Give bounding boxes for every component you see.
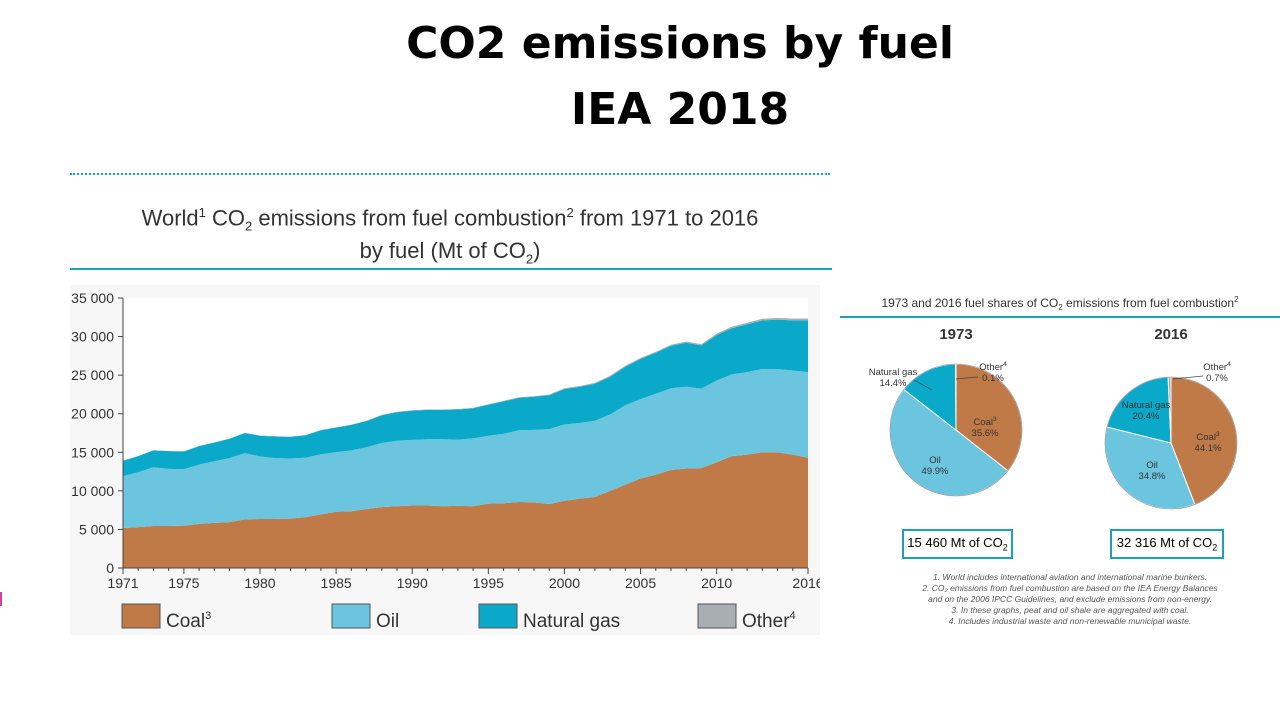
y-tick-label: 35 000 (71, 290, 114, 306)
pie-value-2016-coal: 44.1% (1195, 443, 1222, 454)
x-tick-label: 2016 (792, 575, 820, 591)
pie-label-1973-oil: Oil (929, 455, 941, 466)
x-tick-label: 1980 (244, 575, 275, 591)
chart-title-text-c: emissions from fuel combustion (252, 205, 567, 231)
footnotes: 1. World includes international aviation… (880, 572, 1260, 627)
chart-title-line2-close: ) (533, 238, 541, 263)
chart-title-footnote-1: 1 (198, 205, 206, 220)
y-tick-label: 30 000 (71, 329, 114, 345)
legend-swatch-other (697, 603, 737, 629)
y-tick-label: 15 000 (71, 444, 114, 460)
pie-value-1973-other: 0.1% (982, 373, 1004, 384)
pie-panel-title: 1973 and 2016 fuel shares of CO2 emissio… (881, 295, 1239, 312)
y-tick-label: 25 000 (71, 367, 114, 383)
chart-title-text-d: from 1971 to 2016 (573, 205, 759, 231)
pie-label-2016-other: Other4 (1203, 361, 1231, 373)
chart-title-text-b: CO (205, 205, 246, 231)
y-tick-label: 5 000 (79, 521, 114, 537)
stacked-area-chart: 0 5 000 10 000 15 000 20 000 25 000 30 000 35 0… (70, 285, 820, 635)
x-tick-label: 2000 (549, 575, 580, 591)
pie-label-1973-other: Other4 (979, 361, 1007, 373)
pie-label-2016-oil: Oil (1146, 460, 1158, 471)
pie-value-2016-other: 0.7% (1206, 373, 1228, 384)
chart-title-line2-text: by fuel (Mt of CO (359, 238, 526, 263)
legend-label-coal: Coal3 (166, 610, 211, 632)
total-1973-text: 15 460 Mt of CO (907, 535, 1003, 550)
pie-label-2016-coal: Coal3 (1196, 431, 1220, 443)
slide-title: CO2 emissions by fuel (406, 18, 954, 69)
leader-line-1973-other (955, 376, 979, 380)
y-tick-label: 0 (106, 560, 114, 576)
total-2016-box: 32 316 Mt of CO2 (1110, 529, 1224, 559)
total-1973-box: 15 460 Mt of CO2 (902, 529, 1013, 559)
pie-charts-panel: 1973 and 2016 fuel shares of CO2 emissio… (869, 295, 1239, 510)
area-series-natural-gas (123, 319, 808, 477)
chart-title-line2-subscript: 2 (525, 251, 534, 267)
x-tick-label: 1990 (397, 575, 428, 591)
footnote-1: 1. World includes international aviation… (932, 572, 1208, 582)
legend-label-natural-gas: Natural gas (523, 611, 620, 632)
chart-title-text-a: World (141, 205, 199, 231)
chart-title-footnote-2: 2 (566, 205, 574, 220)
x-tick-label: 1975 (168, 575, 199, 591)
legend-swatch-natural-gas (478, 603, 518, 629)
pie-value-1973-natural-gas: 14.4% (880, 378, 907, 389)
pie-value-2016-natural-gas: 20.4% (1133, 411, 1160, 422)
y-tick-label: 20 000 (71, 406, 114, 422)
x-tick-label: 1995 (473, 575, 504, 591)
total-2016-subscript: 2 (1212, 542, 1218, 553)
pie-label-2016-natural-gas: Natural gas (1122, 400, 1171, 411)
total-2016-text: 32 316 Mt of CO (1116, 535, 1213, 550)
footnote-2: 2. CO₂ emissions from fuel combustion ar… (922, 583, 1218, 593)
total-1973-subscript: 2 (1002, 542, 1008, 553)
pie-label-1973-coal: Coal3 (973, 416, 997, 428)
y-tick-label: 10 000 (71, 483, 114, 499)
pie-outline-1973 (889, 363, 1023, 497)
pie-value-1973-coal: 35.6% (972, 428, 999, 439)
dotted-divider (70, 173, 830, 175)
edge-mark (0, 592, 2, 606)
chart-title-line2: by fuel (Mt of CO2) (70, 238, 830, 266)
pie-title-1973: 1973 (939, 326, 972, 343)
x-tick-label: 1985 (321, 575, 352, 591)
area-series-oil (123, 369, 808, 528)
chart-title-subscript: 2 (245, 218, 253, 234)
legend-swatch-coal (121, 603, 161, 629)
x-tick-label: 1971 (107, 575, 138, 591)
legend-label-other: Other4 (742, 610, 796, 632)
footnote-4: 4. Includes industrial waste and non-ren… (948, 616, 1192, 626)
area-series-coal (123, 452, 808, 568)
chart-title-line1: World1 CO2 emissions from fuel combustio… (70, 205, 830, 234)
pie-value-2016-oil: 34.8% (1139, 471, 1166, 482)
pie-panel-rule (840, 316, 1280, 318)
pie-label-1973-natural-gas: Natural gas (869, 367, 918, 378)
leader-line-2016-other (1172, 375, 1204, 380)
pie-value-1973-oil: 49.9% (922, 466, 949, 477)
x-tick-label: 2005 (625, 575, 656, 591)
legend-label-oil: Oil (376, 611, 399, 632)
footnote-3: 3. In these graphs, peat and oil shale a… (951, 605, 1189, 615)
footnote-2-cont: and on the 2006 IPCC Guidelines, and exc… (928, 594, 1212, 604)
x-tick-label: 2010 (701, 575, 732, 591)
pie-outline-2016 (1104, 376, 1238, 510)
chart-title-rule (70, 268, 832, 270)
legend-swatch-oil (331, 603, 371, 629)
pie-title-2016: 2016 (1154, 326, 1187, 343)
leader-line-1973-natural-gas (913, 379, 933, 391)
slide-subtitle: IEA 2018 (570, 84, 790, 135)
